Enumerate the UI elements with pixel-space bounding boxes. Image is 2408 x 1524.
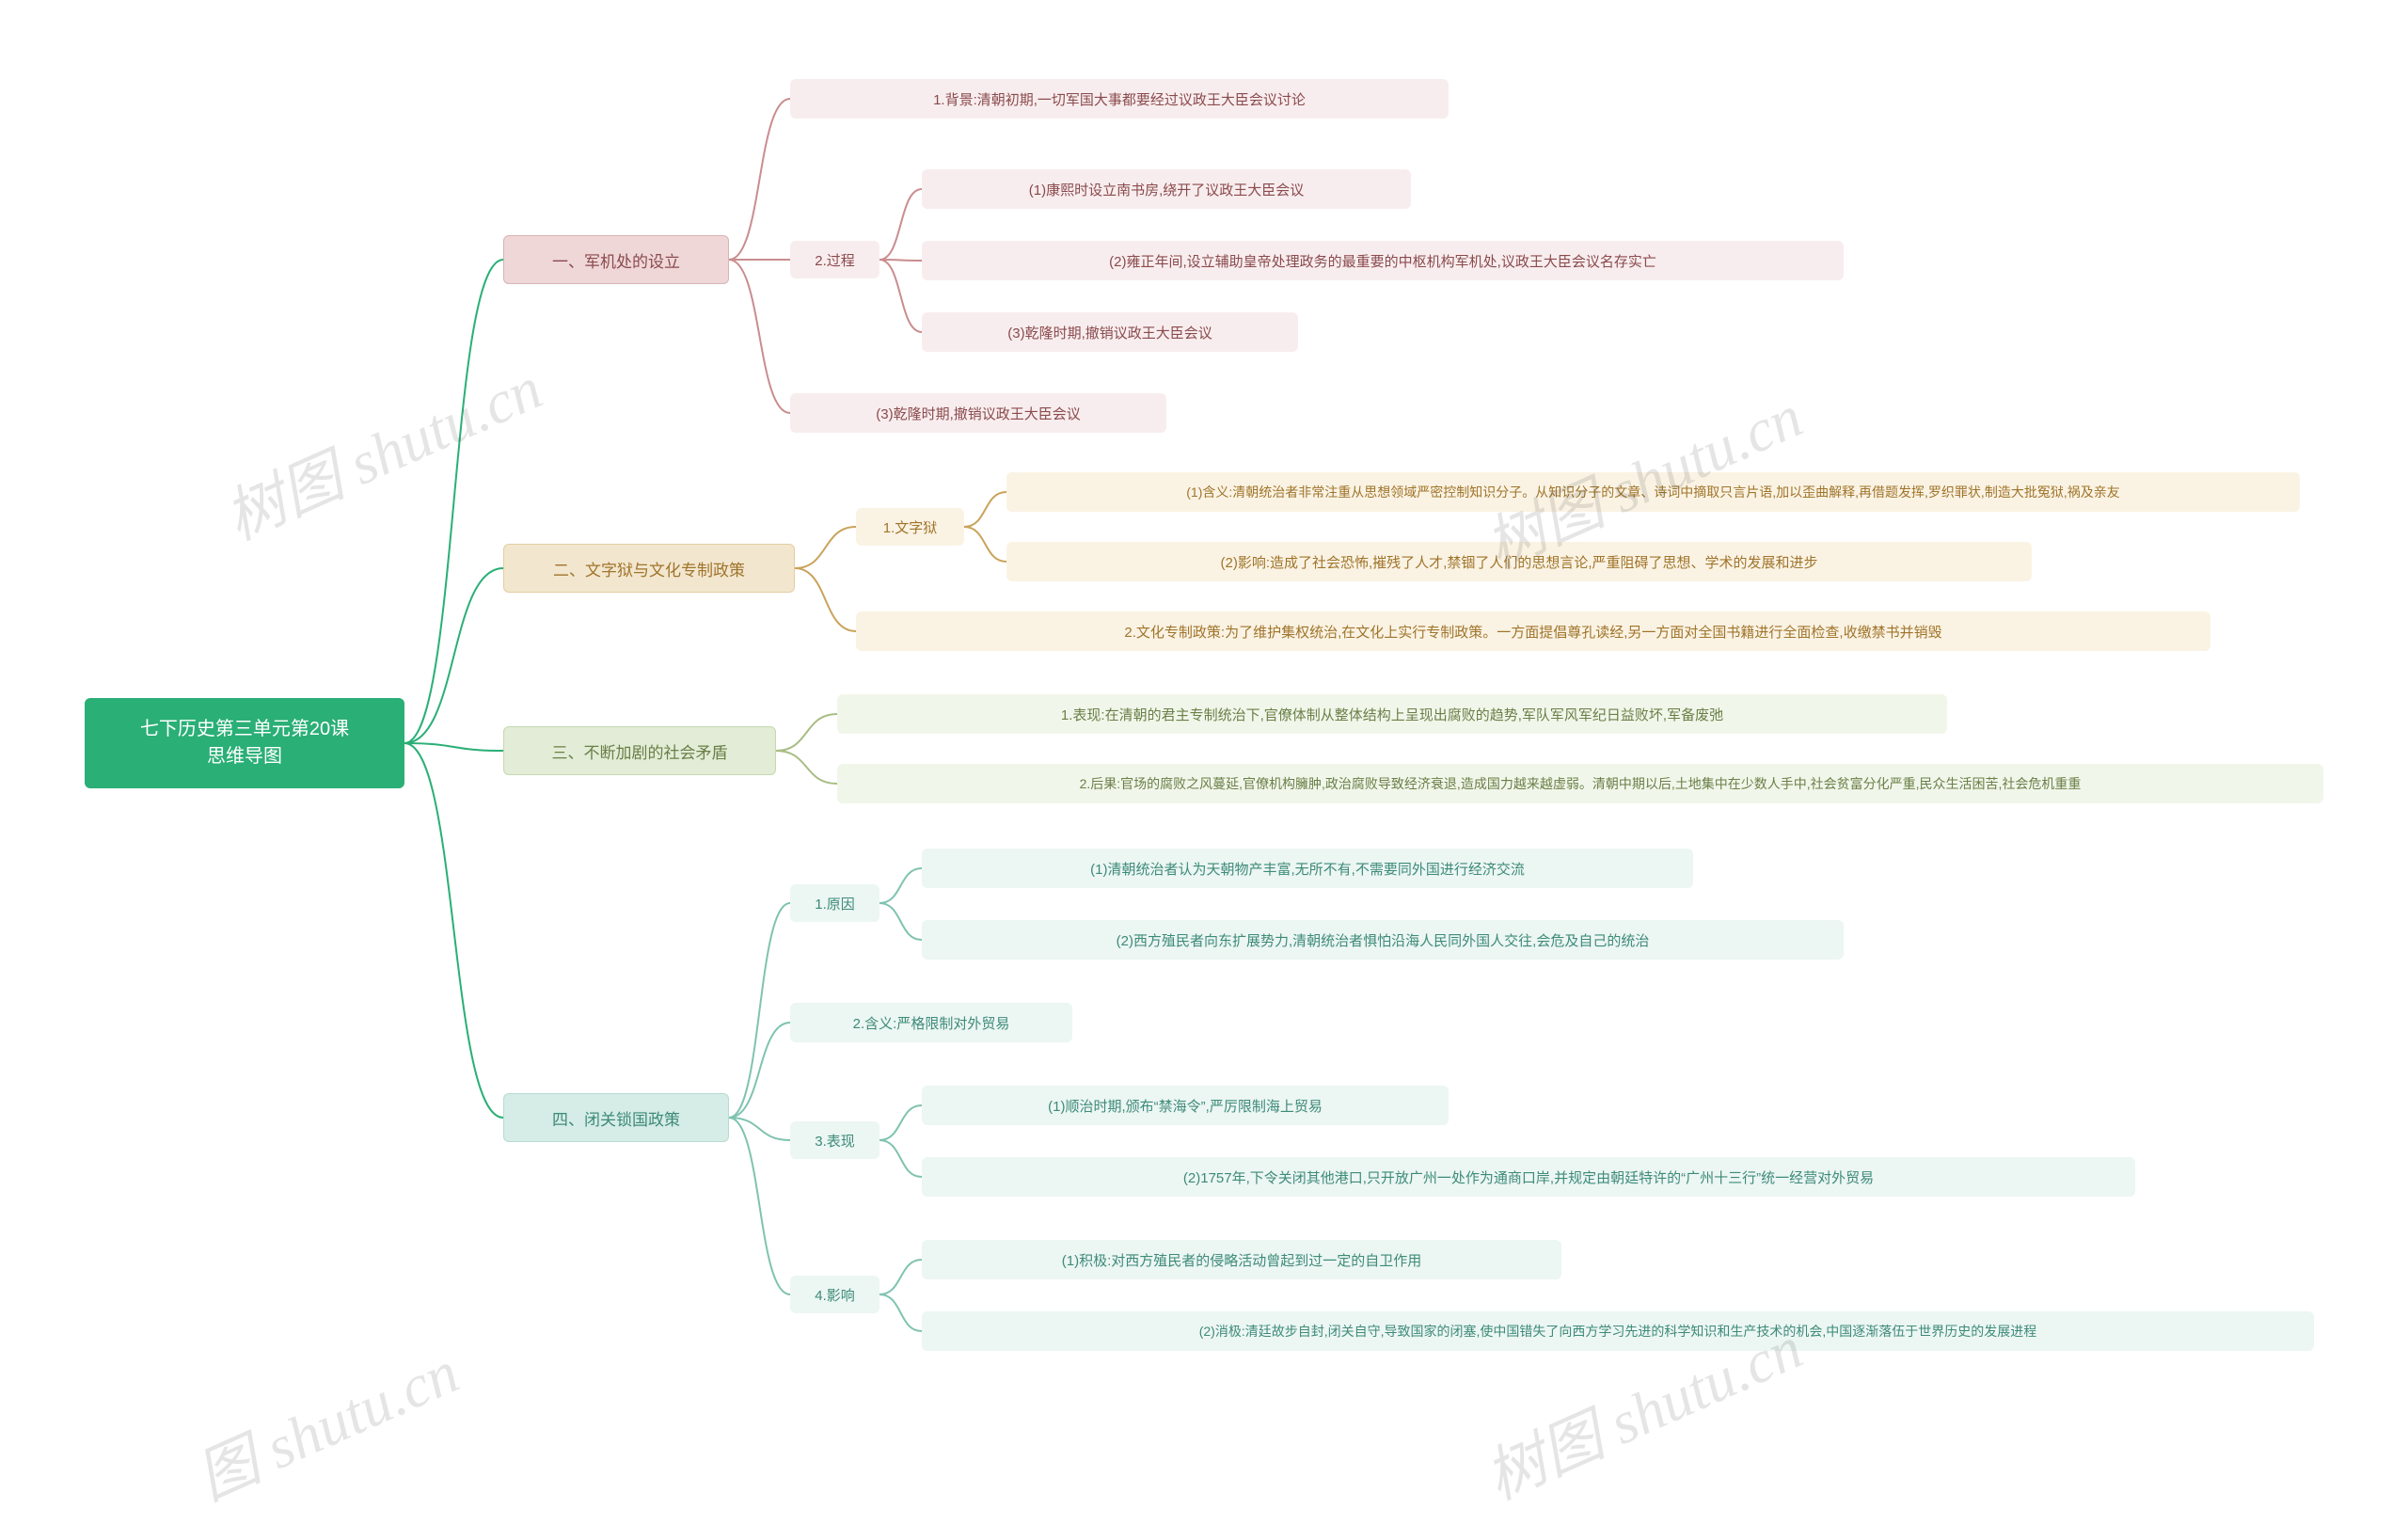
edge-s2-s2a [795,527,856,568]
edge-s4-s4a [729,903,790,1118]
edge-s4d-s4d2 [879,1294,922,1331]
edge-s1b-s1b1 [879,189,922,260]
node-s4a: 1.原因 [790,884,879,922]
node-s4b: 2.含义:严格限制对外贸易 [790,1003,1072,1042]
node-label: (2)消极:清廷故步自封,闭关自守,导致国家的闭塞,使中国错失了向西方学习先进的… [1199,1322,2037,1341]
node-label: (1)积极:对西方殖民者的侵略活动曾起到过一定的自卫作用 [1062,1250,1422,1270]
node-s3: 三、不断加剧的社会矛盾 [503,726,776,775]
node-label: 4.影响 [815,1285,855,1305]
node-s2a1: (1)含义:清朝统治者非常注重从思想领域严密控制知识分子。从知识分子的文章、诗词… [1006,472,2300,512]
edge-root-s3 [404,743,503,751]
node-label: (1)含义:清朝统治者非常注重从思想领域严密控制知识分子。从知识分子的文章、诗词… [1186,483,2119,501]
node-label: 1.文字狱 [883,517,938,537]
node-s2: 二、文字狱与文化专制政策 [503,544,795,593]
node-label: 1.表现:在清朝的君主专制统治下,官僚体制从整体结构上呈现出腐败的趋势,军队军风… [1061,705,1723,724]
node-s2a: 1.文字狱 [856,508,964,546]
node-s1c: (3)乾隆时期,撤销议政王大臣会议 [790,393,1166,433]
node-label: 3.表现 [815,1131,855,1151]
node-label: (1)顺治时期,颁布“禁海令”,严厉限制海上贸易 [1048,1096,1323,1116]
node-s1: 一、军机处的设立 [503,235,729,284]
node-s4: 四、闭关锁国政策 [503,1093,729,1142]
node-label: (3)乾隆时期,撤销议政王大臣会议 [876,404,1081,423]
node-root: 七下历史第三单元第20课思维导图 [85,698,404,788]
edge-root-s2 [404,568,503,743]
node-label: 四、闭关锁国政策 [552,1106,680,1130]
node-label: (1)康熙时设立南书房,绕开了议政王大臣会议 [1029,180,1305,199]
node-label: 2.含义:严格限制对外贸易 [853,1013,1010,1033]
edge-s2a-s2a1 [964,492,1006,527]
edge-s4c-s4c1 [879,1105,922,1140]
node-label: 三、不断加剧的社会矛盾 [552,739,728,763]
edge-s3-s3a [776,714,837,751]
node-s4c1: (1)顺治时期,颁布“禁海令”,严厉限制海上贸易 [922,1086,1449,1125]
node-s2a2: (2)影响:造成了社会恐怖,摧残了人才,禁锢了人们的思想言论,严重阻碍了思想、学… [1006,542,2032,581]
edge-root-s4 [404,743,503,1118]
node-label: 1.背景:清朝初期,一切军国大事都要经过议政王大臣会议讨论 [933,89,1306,109]
edge-s1-s1a [729,99,790,260]
edge-s4-s4c [729,1118,790,1140]
node-s1a: 1.背景:清朝初期,一切军国大事都要经过议政王大臣会议讨论 [790,79,1449,119]
edge-s2-s2b [795,568,856,631]
node-s4d1: (1)积极:对西方殖民者的侵略活动曾起到过一定的自卫作用 [922,1240,1561,1279]
node-s3a: 1.表现:在清朝的君主专制统治下,官僚体制从整体结构上呈现出腐败的趋势,军队军风… [837,694,1947,734]
edge-s4d-s4d1 [879,1260,922,1294]
edge-s3-s3b [776,751,837,784]
node-s4c2: (2)1757年,下令关闭其他港口,只开放广州一处作为通商口岸,并规定由朝廷特许… [922,1157,2135,1197]
edge-s4a-s4a1 [879,868,922,903]
watermark-2: 图 shutu.cn [182,1325,470,1516]
node-label: (2)西方殖民者向东扩展势力,清朝统治者惧怕沿海人民同外国人交往,会危及自己的统… [1117,930,1650,950]
edge-s4c-s4c2 [879,1140,922,1177]
node-s2b: 2.文化专制政策:为了维护集权统治,在文化上实行专制政策。一方面提倡尊孔读经,另… [856,611,2210,651]
node-label: (1)清朝统治者认为天朝物产丰富,无所不有,不需要同外国进行经济交流 [1090,859,1525,879]
node-s4a2: (2)西方殖民者向东扩展势力,清朝统治者惧怕沿海人民同外国人交往,会危及自己的统… [922,920,1844,960]
node-label: 2.过程 [815,250,855,270]
node-s4d: 4.影响 [790,1276,879,1313]
mindmap-canvas: 七下历史第三单元第20课思维导图 一、军机处的设立 1.背景:清朝初期,一切军国大事… [0,0,2408,1524]
edge-s4-s4b [729,1023,790,1118]
node-s1b1: (1)康熙时设立南书房,绕开了议政王大臣会议 [922,169,1411,209]
watermark-0: 树图 shutu.cn [210,341,553,557]
node-s1b3: (3)乾隆时期,撤销议政王大臣会议 [922,312,1298,352]
node-s4a1: (1)清朝统治者认为天朝物产丰富,无所不有,不需要同外国进行经济交流 [922,849,1693,888]
node-label: 2.文化专制政策:为了维护集权统治,在文化上实行专制政策。一方面提倡尊孔读经,另… [1124,622,1941,642]
node-label: (3)乾隆时期,撤销议政王大臣会议 [1007,323,1212,342]
node-label: 七下历史第三单元第20课思维导图 [140,716,349,770]
node-label: 2.后果:官场的腐败之风蔓延,官僚机构臃肿,政治腐败导致经济衰退,造成国力越来越… [1080,774,2082,793]
node-s3b: 2.后果:官场的腐败之风蔓延,官僚机构臃肿,政治腐败导致经济衰退,造成国力越来越… [837,764,2323,803]
node-s4c: 3.表现 [790,1121,879,1159]
edge-s4-s4d [729,1118,790,1294]
edge-s1b-s1b2 [879,260,922,261]
edge-s1-s1c [729,260,790,413]
edge-root-s1 [404,260,503,743]
node-label: 一、军机处的设立 [552,248,680,272]
node-label: 二、文字狱与文化专制政策 [553,557,745,580]
node-label: 1.原因 [815,894,855,913]
edge-s1b-s1b3 [879,260,922,332]
node-s1b2: (2)雍正年间,设立辅助皇帝处理政务的最重要的中枢机构军机处,议政王大臣会议名存… [922,241,1844,280]
edge-s4a-s4a2 [879,903,922,940]
node-label: (2)1757年,下令关闭其他港口,只开放广州一处作为通商口岸,并规定由朝廷特许… [1183,1167,1874,1187]
node-s1b: 2.过程 [790,241,879,278]
node-s4d2: (2)消极:清廷故步自封,闭关自守,导致国家的闭塞,使中国错失了向西方学习先进的… [922,1311,2314,1351]
node-label: (2)雍正年间,设立辅助皇帝处理政务的最重要的中枢机构军机处,议政王大臣会议名存… [1109,251,1656,271]
edge-s2a-s2a2 [964,527,1006,562]
node-label: (2)影响:造成了社会恐怖,摧残了人才,禁锢了人们的思想言论,严重阻碍了思想、学… [1220,552,1817,572]
